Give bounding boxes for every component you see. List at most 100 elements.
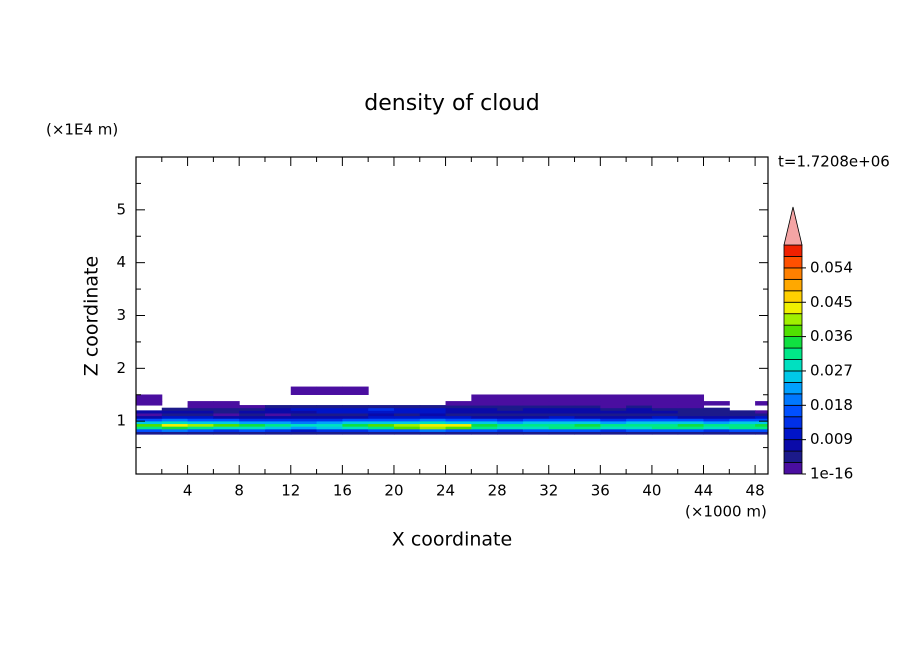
contour-cell <box>703 423 730 427</box>
contour-cell <box>445 405 472 409</box>
contour-cell <box>393 431 421 435</box>
contour-cell <box>626 426 653 430</box>
colorbar-label: 0.009 <box>810 430 853 448</box>
contour-cell <box>290 405 318 409</box>
contour-cell <box>574 405 601 409</box>
contour-cell <box>161 420 189 425</box>
contour-cell <box>703 407 730 411</box>
contour-cell <box>755 412 769 417</box>
contour-cell <box>522 410 550 414</box>
contour-cell <box>264 407 292 411</box>
contour-cell <box>522 420 550 425</box>
contour-cell <box>548 407 576 411</box>
contour-cell <box>187 401 214 406</box>
contour-cell <box>703 426 730 430</box>
contour-cell <box>161 418 189 422</box>
contour-cell <box>239 428 266 432</box>
contour-cell <box>548 394 576 402</box>
contour-cell <box>677 426 705 430</box>
contour-cell <box>161 410 189 414</box>
contour-cell <box>626 423 653 427</box>
contour-cell <box>729 426 756 430</box>
y-tick-label: 4 <box>116 253 126 271</box>
colorbar-segment <box>783 450 803 463</box>
contour-cell <box>368 418 395 422</box>
contour-cell <box>755 426 769 430</box>
colorbar-segment <box>783 278 803 292</box>
y-tick-label: 2 <box>116 359 126 377</box>
contour-cell <box>548 431 576 435</box>
colorbar-segment <box>783 347 803 360</box>
contour-cell <box>600 405 627 409</box>
contour-cell <box>445 415 472 419</box>
contour-cell <box>522 426 550 430</box>
contour-cell <box>419 407 447 411</box>
contour-cell <box>497 394 524 402</box>
contour-cell <box>626 401 653 406</box>
contour-cell <box>677 415 705 419</box>
contour-cell <box>626 431 653 435</box>
contour-cell <box>677 431 705 435</box>
contour-cell <box>161 423 189 427</box>
contour-cell <box>497 428 524 432</box>
contour-cell <box>651 401 679 406</box>
contour-cell <box>136 418 163 422</box>
contour-cell <box>239 426 266 430</box>
contour-cell <box>136 415 163 419</box>
y-axis-label: Z coordinate <box>81 256 103 376</box>
contour-cell <box>522 401 550 406</box>
contour-cell <box>548 401 576 406</box>
contour-cell <box>729 415 756 419</box>
contour-cell <box>316 420 343 425</box>
contour-cell <box>703 412 730 417</box>
contour-cell <box>290 428 318 432</box>
contour-cell <box>290 386 318 395</box>
colorbar-segment <box>783 359 803 372</box>
contour-cell <box>703 415 730 419</box>
contour-cell <box>393 405 421 409</box>
contour-cell <box>574 394 601 402</box>
contour-cell <box>239 405 266 409</box>
x-tick-label: 32 <box>539 482 558 500</box>
contour-cell <box>703 431 730 435</box>
contour-cell <box>651 431 679 435</box>
contour-cell <box>264 418 292 422</box>
x-axis-label: X coordinate <box>392 529 512 551</box>
contour-cell <box>677 410 705 414</box>
contour-cell <box>290 423 318 427</box>
contour-cell <box>213 428 240 432</box>
contour-cell <box>497 401 524 406</box>
contour-cell <box>290 418 318 422</box>
contour-cell <box>600 410 627 414</box>
contour-cell <box>626 405 653 409</box>
contour-cell <box>419 428 447 432</box>
contour-cell <box>393 415 421 419</box>
contour-cell <box>522 407 550 411</box>
contour-cell <box>729 420 756 425</box>
contour-cell <box>755 410 769 414</box>
colorbar-label: 0.054 <box>810 258 853 276</box>
y-tick-label: 3 <box>116 306 126 324</box>
x-tick-label: 36 <box>591 482 610 500</box>
contour-cell <box>239 431 266 435</box>
contour-cell <box>548 412 576 417</box>
contour-cell <box>497 405 524 409</box>
chart-title: density of cloud <box>364 91 539 116</box>
contour-cell <box>471 401 498 406</box>
contour-cell <box>316 426 343 430</box>
contour-cell <box>471 418 498 422</box>
contour-cell <box>342 405 369 409</box>
colorbar-segment <box>783 404 803 418</box>
contour-cell <box>522 394 550 402</box>
contour-cell <box>497 407 524 411</box>
contour-cell <box>239 420 266 425</box>
contour-cell <box>755 428 769 432</box>
contour-cell <box>419 426 447 430</box>
contour-cell <box>419 415 447 419</box>
contour-cell <box>316 418 343 422</box>
contour-cell <box>213 410 240 414</box>
contour-cell <box>213 412 240 417</box>
contour-cell <box>574 426 601 430</box>
contour-cell <box>161 407 189 411</box>
contour-cell <box>651 420 679 425</box>
